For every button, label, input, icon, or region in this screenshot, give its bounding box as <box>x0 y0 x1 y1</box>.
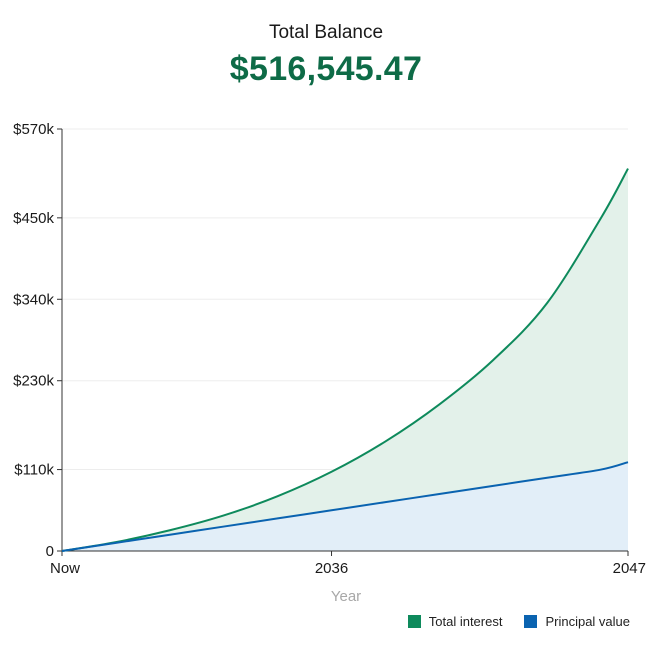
x-tick-label: 2047 <box>613 560 646 577</box>
y-tick-label: $230k <box>13 373 54 390</box>
x-axis-label: Year <box>331 588 361 605</box>
series-areas <box>62 168 628 552</box>
legend-label-interest: Total interest <box>428 614 503 629</box>
x-tick-label: 2036 <box>315 560 348 577</box>
y-tick-label: $450k <box>13 210 54 227</box>
total-balance-value: $516,545.47 <box>229 50 423 88</box>
y-tick-labels: 0 $110k $230k $340k $450k $570k <box>13 121 54 560</box>
legend-label-principal: Principal value <box>545 614 630 629</box>
series-lines <box>61 168 629 552</box>
x-tick-labels: Now 2036 2047 <box>50 560 646 577</box>
chart-title: Total Balance <box>268 22 384 43</box>
balance-area-chart: 0 $110k $230k $340k $450k $570k Now 2036 2047 Y… <box>13 121 646 605</box>
line-total-interest <box>61 168 629 552</box>
x-tick-label: Now <box>50 560 80 577</box>
y-tick-label: 0 <box>46 543 54 560</box>
legend-swatch-interest <box>407 615 421 628</box>
y-tick-label: $110k <box>14 462 54 479</box>
area-principal-value <box>62 462 628 551</box>
legend-swatch-principal <box>524 615 538 628</box>
line-principal-value <box>61 461 629 552</box>
y-tick-label: $340k <box>13 291 54 308</box>
legend-item-principal[interactable]: Principal value <box>524 614 630 629</box>
legend: Total interest Principal value <box>407 614 630 629</box>
axes <box>57 128 629 556</box>
legend-item-interest[interactable]: Total interest <box>407 614 503 629</box>
area-total-interest <box>62 168 628 552</box>
y-tick-label: $570k <box>13 121 54 138</box>
